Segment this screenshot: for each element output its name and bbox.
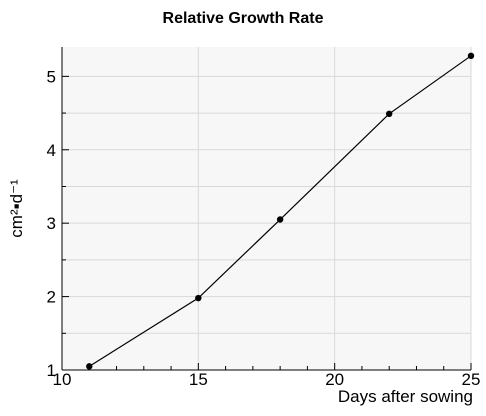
x-axis-label: Days after sowing (338, 387, 473, 406)
y-axis-label: cm²▪d⁻¹ (7, 179, 26, 238)
data-point (386, 110, 393, 118)
y-tick-label: 1 (47, 361, 56, 380)
axes (61, 47, 471, 371)
data-point (86, 363, 93, 370)
data-point (276, 216, 284, 223)
x-tick-label: 25 (462, 370, 481, 389)
x-tick-label: 15 (189, 370, 208, 389)
data-point (195, 294, 202, 302)
x-tick-label: 10 (53, 370, 72, 389)
chart-title: Relative Growth Rate (162, 10, 324, 27)
y-tick-label: 2 (47, 288, 56, 307)
grid-lines (62, 47, 472, 370)
ticks: 1 2 3 4 5 10 15 20 25 (47, 67, 481, 389)
y-tick-label: 5 (47, 67, 56, 86)
y-tick-label: 4 (47, 141, 56, 160)
data-point (467, 52, 475, 60)
series (86, 52, 475, 370)
plot-area (62, 47, 471, 370)
x-tick-label: 20 (325, 370, 344, 389)
y-tick-label: 3 (47, 214, 56, 233)
